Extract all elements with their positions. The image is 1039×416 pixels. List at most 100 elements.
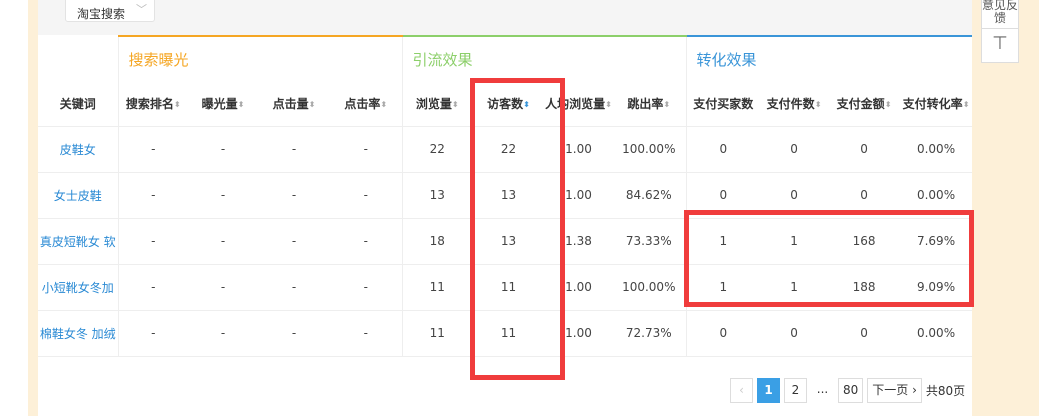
column-header-label: 关键词 bbox=[59, 96, 96, 111]
table-cell: - bbox=[330, 172, 403, 219]
table-cell: - bbox=[330, 310, 403, 357]
sort-icon[interactable]: ⬍ bbox=[173, 99, 181, 109]
table-row: 小短靴女冬加 - - - -11 11 1.00 100.00% 1 1 188 9.09% bbox=[38, 264, 973, 311]
keyword-link[interactable]: 女士皮鞋 bbox=[38, 172, 118, 219]
keyword-link[interactable]: 皮鞋女 bbox=[38, 126, 118, 173]
table-cell: 22 bbox=[472, 126, 546, 173]
column-header-8[interactable]: 跳出率⬍ bbox=[612, 81, 687, 127]
sort-icon[interactable]: ⬍ bbox=[380, 99, 388, 109]
table-cell: 13 bbox=[472, 172, 546, 219]
sort-icon[interactable]: ⬍ bbox=[814, 99, 822, 109]
table-cell: 100.00% bbox=[612, 126, 687, 173]
table-cell: - bbox=[258, 310, 330, 357]
sort-icon[interactable]: ⬍ bbox=[451, 99, 459, 109]
table-cell: - bbox=[188, 172, 258, 219]
table-row: 真皮短靴女 软 - - - -18 13 1.38 73.33% 1 1 168 7.69% bbox=[38, 218, 973, 265]
table-cell: - bbox=[117, 310, 188, 357]
column-header-3[interactable]: 点击量⬍ bbox=[258, 81, 330, 127]
pagination: ‹ 1 2 ... 80 下一页 › 共80页 bbox=[730, 378, 965, 403]
sort-icon[interactable]: ⬍ bbox=[605, 99, 612, 109]
table-cell: 1 bbox=[760, 218, 829, 265]
sort-icon[interactable]: ⬍ bbox=[884, 99, 892, 109]
column-header-label: 访客数 bbox=[487, 96, 524, 111]
table-cell: - bbox=[258, 264, 330, 311]
table-cell: 0 bbox=[828, 172, 901, 219]
table-cell: - bbox=[188, 264, 258, 311]
sort-icon[interactable]: ⬍ bbox=[308, 99, 316, 109]
table-cell: 11 bbox=[401, 310, 473, 357]
table-cell: 0 bbox=[685, 172, 761, 219]
source-select[interactable]: 淘宝搜索 ﹀ bbox=[65, 0, 155, 22]
keyword-link[interactable]: 真皮短靴女 软 bbox=[38, 218, 118, 265]
table-cell: 7.69% bbox=[900, 218, 973, 265]
page-2-button[interactable]: 2 bbox=[784, 378, 807, 403]
group-conversion: 转化效果 bbox=[685, 35, 973, 81]
keyword-link[interactable]: 棉鞋女冬 加绒 bbox=[38, 310, 118, 357]
back-to-top-icon[interactable]: ⊤ bbox=[992, 33, 1008, 54]
table-cell: 11 bbox=[472, 264, 546, 311]
column-header-label: 人均浏览量 bbox=[545, 96, 606, 111]
table-cell: - bbox=[258, 172, 330, 219]
table-cell: 0 bbox=[760, 126, 829, 173]
column-header-label: 点击量 bbox=[272, 96, 309, 111]
column-header-12[interactable]: 支付转化率⬍ bbox=[900, 81, 973, 127]
sort-icon[interactable]: ⬍ bbox=[523, 99, 530, 109]
table-cell: 13 bbox=[401, 172, 473, 219]
column-header-label: 跳出率 bbox=[627, 96, 664, 111]
table-cell: - bbox=[188, 126, 258, 173]
page-80-button[interactable]: 80 bbox=[838, 378, 864, 403]
column-header-1[interactable]: 搜索排名⬍ bbox=[117, 81, 188, 127]
table-cell: - bbox=[258, 126, 330, 173]
column-header-7[interactable]: 人均浏览量⬍ bbox=[545, 81, 613, 127]
feedback-button[interactable]: 意见反馈 bbox=[982, 0, 1018, 29]
column-header-10[interactable]: 支付件数⬍ bbox=[760, 81, 829, 127]
source-select-value: 淘宝搜索 bbox=[77, 7, 126, 21]
table-cell: 168 bbox=[828, 218, 901, 265]
page-1-button[interactable]: 1 bbox=[757, 378, 780, 403]
table-cell: 13 bbox=[472, 218, 546, 265]
table-cell: 0 bbox=[685, 310, 761, 357]
column-header-2[interactable]: 曝光量⬍ bbox=[188, 81, 258, 127]
column-header-9: 支付买家数 bbox=[685, 81, 761, 127]
feedback-widget[interactable]: 意见反馈 ⊤ bbox=[981, 0, 1019, 63]
table-cell: 11 bbox=[472, 310, 546, 357]
prev-page-button[interactable]: ‹ bbox=[730, 378, 753, 403]
table-cell: 0 bbox=[760, 172, 829, 219]
table-cell: - bbox=[330, 218, 403, 265]
table-cell: 1.00 bbox=[545, 172, 613, 219]
table-row: 女士皮鞋 - - - -13 13 1.00 84.62% 0 0 0 0.00% bbox=[38, 172, 973, 219]
column-header-label: 支付金额 bbox=[836, 96, 885, 111]
table-cell: - bbox=[117, 172, 188, 219]
column-header-label: 搜索排名 bbox=[125, 96, 174, 111]
column-header-11[interactable]: 支付金额⬍ bbox=[828, 81, 901, 127]
column-header-label: 支付转化率 bbox=[902, 96, 963, 111]
page-ellipsis: ... bbox=[811, 378, 834, 403]
table-cell: - bbox=[330, 126, 403, 173]
column-header-5[interactable]: 浏览量⬍ bbox=[401, 81, 473, 127]
column-header-label: 浏览量 bbox=[415, 96, 452, 111]
table-cell: 73.33% bbox=[612, 218, 687, 265]
table-cell: 1 bbox=[685, 218, 761, 265]
table-cell: 0.00% bbox=[900, 172, 973, 219]
column-header-label: 支付件数 bbox=[766, 96, 815, 111]
table-cell: - bbox=[117, 264, 188, 311]
table-cell: 0 bbox=[828, 126, 901, 173]
keyword-link[interactable]: 小短靴女冬加 bbox=[38, 264, 118, 311]
table-cell: 72.73% bbox=[612, 310, 687, 357]
sort-icon[interactable]: ⬍ bbox=[962, 99, 970, 109]
filter-bar bbox=[38, 0, 972, 35]
table-cell: - bbox=[188, 310, 258, 357]
table-cell: 188 bbox=[828, 264, 901, 311]
right-background bbox=[972, 0, 1039, 416]
column-header-4[interactable]: 点击率⬍ bbox=[330, 81, 403, 127]
column-header-label: 支付买家数 bbox=[693, 96, 754, 111]
sort-icon[interactable]: ⬍ bbox=[237, 99, 245, 109]
table-cell: 0.00% bbox=[900, 310, 973, 357]
column-header-6[interactable]: 访客数⬍ bbox=[472, 81, 546, 127]
keyword-table: 搜索曝光 引流效果 转化效果 关键词 搜索排名⬍ 曝光量⬍ 点击量⬍ 点击率⬍ 浏览量⬍ 访… bbox=[38, 35, 973, 357]
table-cell: 1 bbox=[685, 264, 761, 311]
table-cell: 18 bbox=[401, 218, 473, 265]
table-cell: - bbox=[258, 218, 330, 265]
sort-icon[interactable]: ⬍ bbox=[663, 99, 671, 109]
next-page-button[interactable]: 下一页 › bbox=[867, 378, 922, 403]
